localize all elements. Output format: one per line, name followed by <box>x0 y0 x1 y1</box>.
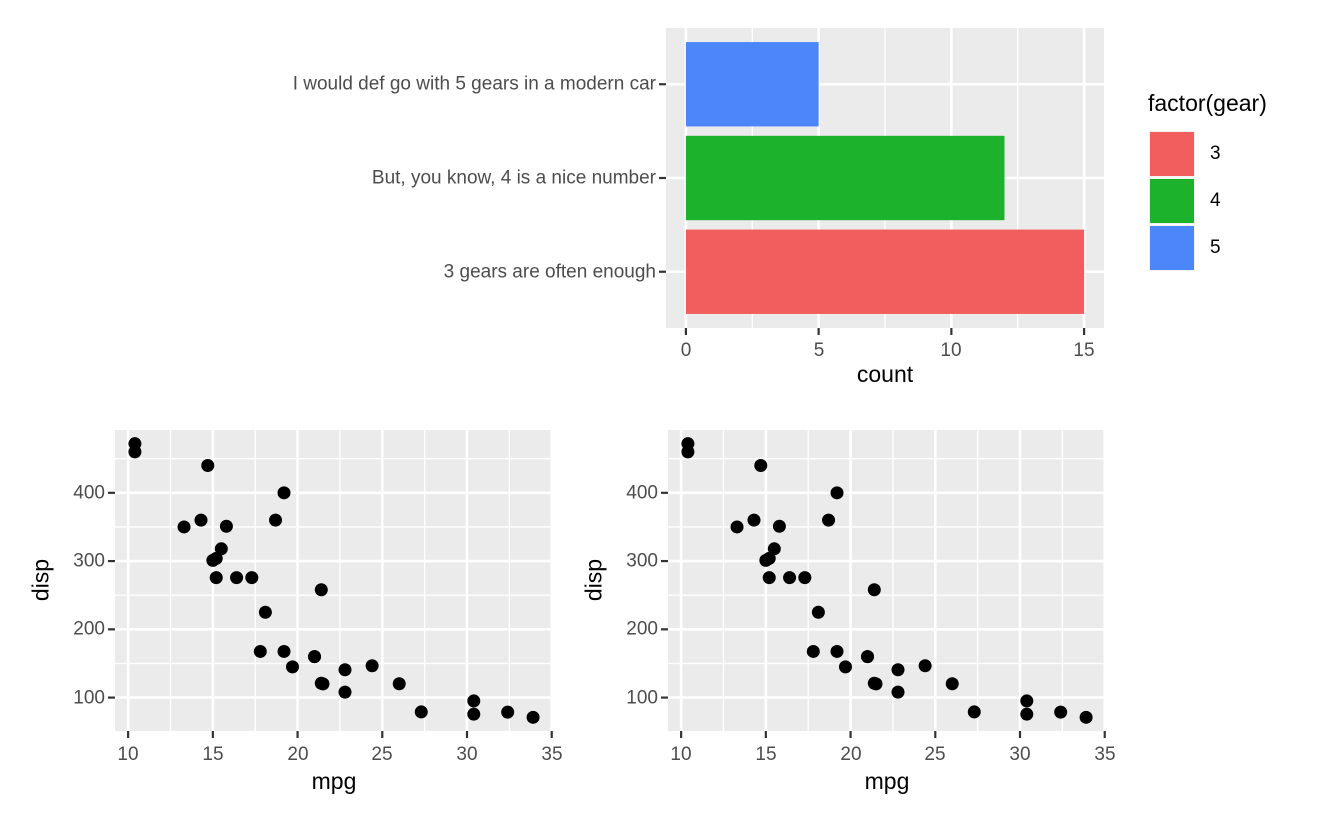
bar-x-tick-5: 5 <box>813 340 825 361</box>
scatter-right-x-tick-15: 15 <box>755 744 777 765</box>
bar-category-label-3-gears: 3 gears are often enough <box>443 261 656 283</box>
scatter-left-x-tick-30: 30 <box>456 744 478 765</box>
scatter-right-y-tick-400: 400 <box>626 482 658 504</box>
scatter-left-x-tick-25: 25 <box>371 744 393 765</box>
scatter-right-y-tick-200: 200 <box>626 618 658 640</box>
scatter-right-x-tick-20: 20 <box>840 744 862 765</box>
scatter-left-x-tick-20: 20 <box>287 744 309 765</box>
scatter-left-y-tick-300: 300 <box>73 550 105 572</box>
scatter-right-y-axis-title: disp <box>580 558 607 602</box>
legend-swatch-gear-5 <box>1149 225 1195 271</box>
bar-category-label-4-gears: But, you know, 4 is a nice number <box>371 167 656 189</box>
bar-x-tick-15: 15 <box>1073 340 1095 361</box>
legend-swatch-gear-4 <box>1149 178 1195 224</box>
scatter-left-x-axis-title: mpg <box>311 768 357 794</box>
scatter-left-y-tick-100: 100 <box>73 687 105 709</box>
scatter-left-x-tick-35: 35 <box>541 744 563 765</box>
scatter-left-y-tick-400: 400 <box>73 482 105 504</box>
legend-label-gear-3: 3 <box>1210 143 1221 164</box>
scatter-right-x-tick-35: 35 <box>1094 744 1116 765</box>
scatter-right-y-tick-100: 100 <box>626 687 658 709</box>
scatter-left-x-tick-10: 10 <box>117 744 139 765</box>
bar-category-label-5-gears: I would def go with 5 gears in a modern … <box>292 73 656 95</box>
scatter-right-x-axis-title: mpg <box>864 768 910 794</box>
legend-label-gear-4: 4 <box>1210 190 1221 211</box>
scatter-left-y-axis-title: disp <box>27 558 54 602</box>
scatter-right-x-tick-30: 30 <box>1009 744 1031 765</box>
scatter-right-x-tick-10: 10 <box>670 744 692 765</box>
bar-x-tick-0: 0 <box>680 340 692 361</box>
scatter-left-x-tick-15: 15 <box>202 744 224 765</box>
bar-x-tick-10: 10 <box>940 340 962 361</box>
bar-x-axis-title: count <box>856 361 914 387</box>
legend-title: factor(gear) <box>1148 90 1267 116</box>
legend-label-gear-5: 5 <box>1210 237 1221 258</box>
scatter-right-y-tick-300: 300 <box>626 550 658 572</box>
legend-swatch-gear-3 <box>1149 131 1195 177</box>
scatter-right-x-tick-25: 25 <box>924 744 946 765</box>
scatter-left-y-tick-200: 200 <box>73 618 105 640</box>
